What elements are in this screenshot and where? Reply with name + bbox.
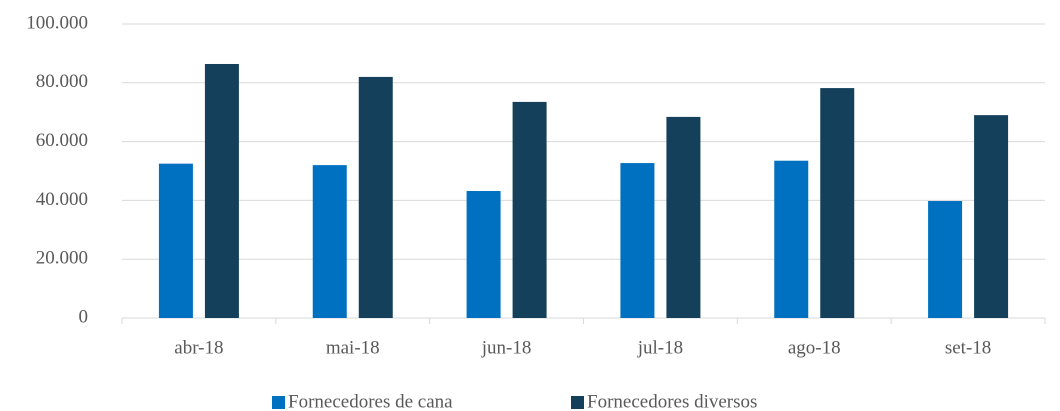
bar bbox=[666, 116, 701, 319]
bar bbox=[158, 163, 193, 318]
legend-swatch bbox=[272, 396, 285, 409]
bar bbox=[312, 165, 347, 318]
x-tick-label: jul-18 bbox=[637, 337, 683, 358]
x-tick-label: jun-18 bbox=[481, 337, 532, 358]
y-tick-label: 40.000 bbox=[36, 189, 88, 210]
bar bbox=[358, 76, 393, 318]
bar bbox=[928, 200, 963, 318]
legend-label: Fornecedores diversos bbox=[587, 391, 757, 411]
y-tick-label: 80.000 bbox=[36, 71, 88, 92]
bar bbox=[466, 190, 501, 318]
x-tick-label: abr-18 bbox=[174, 337, 223, 358]
legend-label: Fornecedores de cana bbox=[288, 391, 453, 411]
y-tick-label: 0 bbox=[79, 306, 89, 327]
x-tick-label: ago-18 bbox=[788, 337, 841, 358]
bar bbox=[774, 160, 809, 318]
y-tick-label: 20.000 bbox=[36, 248, 88, 269]
bar bbox=[512, 101, 547, 318]
x-tick-label: set-18 bbox=[945, 337, 991, 358]
bar bbox=[974, 115, 1009, 318]
bar bbox=[820, 88, 855, 318]
bar bbox=[620, 163, 655, 318]
legend-swatch bbox=[571, 396, 584, 409]
x-tick-label: mai-18 bbox=[326, 337, 380, 358]
y-tick-label: 60.000 bbox=[36, 130, 88, 151]
y-tick-label: 100.000 bbox=[26, 12, 88, 33]
bar bbox=[204, 63, 239, 318]
